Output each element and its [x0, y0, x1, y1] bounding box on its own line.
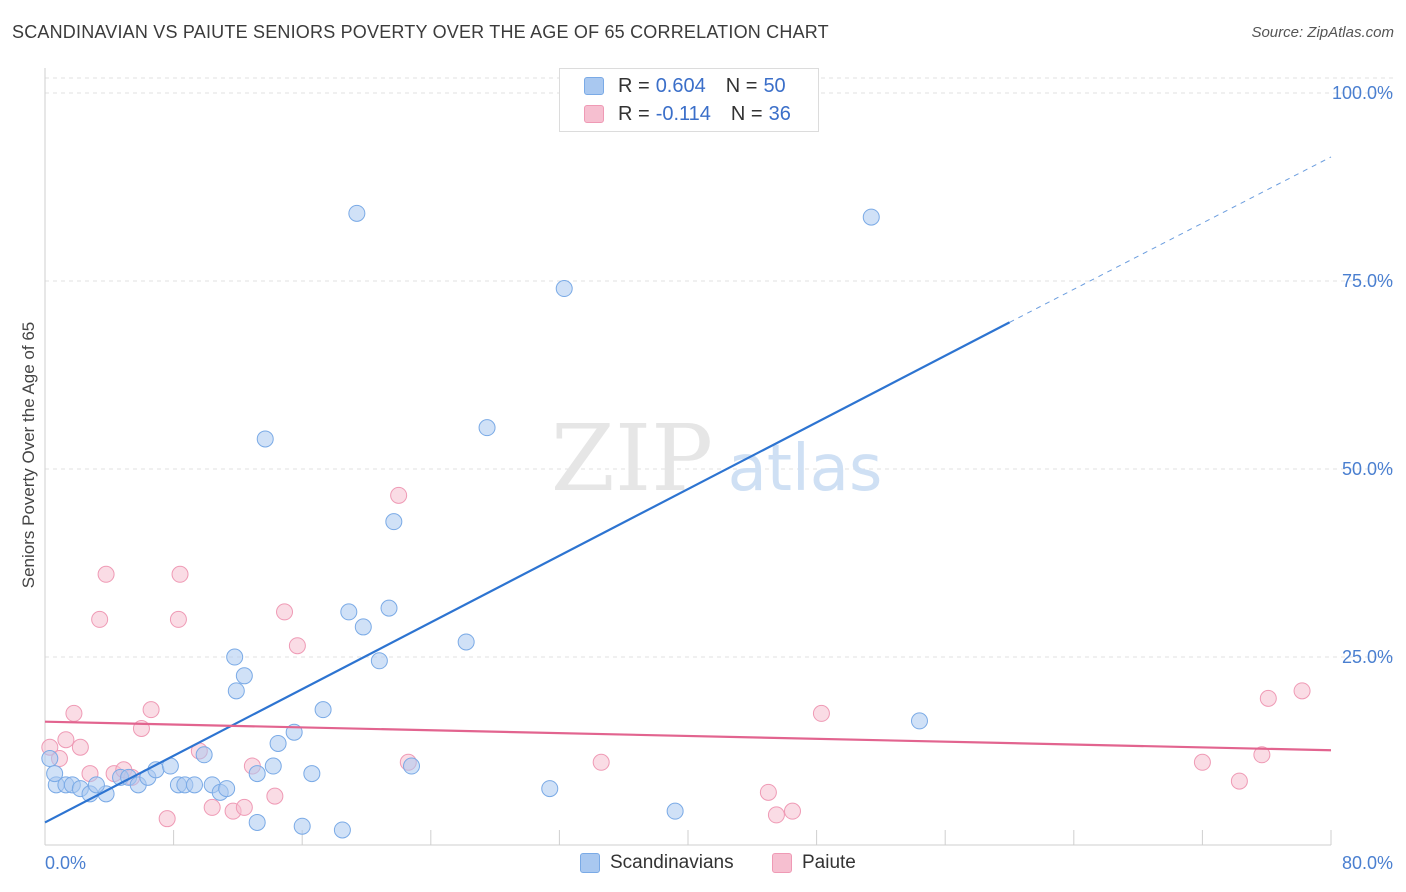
legend-label-scandinavians: Scandinavians	[610, 852, 734, 873]
scandinavian-point	[269, 734, 287, 752]
y-tick-label: 50.0%	[1342, 459, 1393, 479]
r-value: 0.604	[655, 74, 706, 97]
n-label: N =	[730, 102, 763, 125]
paiute-point	[57, 731, 75, 749]
blue-legend-swatch-icon	[580, 853, 600, 873]
r-value: -0.114	[655, 102, 711, 125]
paiute-point	[142, 701, 160, 719]
paiute-trendline	[44, 720, 1332, 752]
legend-label-paiute: Paiute	[802, 852, 856, 873]
scandinavian-point	[46, 765, 64, 783]
paiute-point	[97, 565, 115, 583]
watermark: ZIP atlas	[551, 405, 882, 512]
scandinavian-point	[385, 513, 403, 531]
scandinavian-point	[555, 280, 573, 298]
y-tick-label: 100.0%	[1332, 83, 1393, 103]
scandinavian-point	[256, 430, 274, 448]
scandinavian-point	[370, 652, 388, 670]
y-tick-labels: 25.0% 50.0% 75.0% 100.0%	[1332, 83, 1393, 667]
paiute-point	[1259, 689, 1277, 707]
r-label: R =	[618, 74, 650, 97]
n-label: N =	[725, 74, 758, 97]
paiute-point	[1193, 753, 1211, 771]
trendlines	[44, 156, 1332, 824]
paiute-point	[767, 806, 785, 824]
scandinavian-point	[227, 682, 245, 700]
scandinavian-point	[248, 765, 266, 783]
paiute-point	[171, 565, 189, 583]
blue-swatch-icon	[584, 77, 604, 95]
n-value: 36	[768, 102, 791, 125]
paiute-point	[91, 610, 109, 628]
paiute-point	[592, 753, 610, 771]
scandinavian-point	[380, 599, 398, 617]
paiute-point	[235, 798, 253, 816]
scandinavian-point	[862, 208, 880, 226]
scandinavian-point	[333, 821, 351, 839]
scandinavian-point	[218, 780, 236, 798]
x-tick-min: 0.0%	[45, 853, 86, 873]
paiute-point	[1230, 772, 1248, 790]
r-label: R =	[618, 102, 650, 125]
scandinavian-point	[314, 701, 332, 719]
paiute-point	[158, 810, 176, 828]
y-tick-label: 75.0%	[1342, 271, 1393, 291]
scandinavian-point	[666, 802, 684, 820]
legend-item-paiute[interactable]: Paiute	[772, 852, 856, 874]
stats-box: R = 0.604 N = 50 R = -0.114 N = 36	[559, 68, 819, 132]
x-tick-max: 80.0%	[1342, 853, 1393, 873]
pink-legend-swatch-icon	[772, 853, 792, 873]
scandinavian-point	[478, 419, 496, 437]
paiute-point	[288, 637, 306, 655]
scandinavian-point	[264, 757, 282, 775]
scandinavian-point	[195, 746, 213, 764]
scandinavian-point	[226, 648, 244, 666]
paiute-point	[759, 783, 777, 801]
paiute-point	[812, 704, 830, 722]
scandinavian-trendline-extension	[1009, 156, 1332, 323]
chart-title: SCANDINAVIAN VS PAIUTE SENIORS POVERTY O…	[12, 22, 829, 42]
stats-row-scandinavians: R = 0.604 N = 50	[560, 72, 786, 100]
paiute-point	[169, 610, 187, 628]
paiute-point	[1253, 746, 1271, 764]
watermark-atlas: atlas	[728, 432, 883, 506]
scandinavian-trendline	[44, 321, 1011, 824]
scandinavian-point	[348, 204, 366, 222]
paiute-point	[783, 802, 801, 820]
scandinavian-point	[248, 813, 266, 831]
scandinavian-point	[87, 776, 105, 794]
scandinavian-point	[340, 603, 358, 621]
n-value: 50	[763, 74, 786, 97]
scandinavian-point	[457, 633, 475, 651]
paiute-point	[276, 603, 294, 621]
scandinavian-point	[41, 750, 59, 768]
scandinavian-point	[293, 817, 311, 835]
scandinavian-point	[235, 667, 253, 685]
scandinavian-points	[41, 84, 928, 839]
paiute-point	[266, 787, 284, 805]
paiute-point	[1293, 682, 1311, 700]
scandinavian-point	[541, 780, 559, 798]
legend-item-scandinavians[interactable]: Scandinavians	[580, 852, 734, 874]
scandinavian-point	[354, 618, 372, 636]
paiute-point	[203, 798, 221, 816]
gridlines	[45, 77, 1393, 658]
scandinavian-point	[185, 776, 203, 794]
watermark-zip: ZIP	[551, 405, 713, 512]
pink-swatch-icon	[584, 105, 604, 123]
paiute-point	[71, 738, 89, 756]
scandinavian-point	[910, 712, 928, 730]
paiute-point	[65, 704, 83, 722]
y-tick-label: 25.0%	[1342, 647, 1393, 667]
scandinavian-point	[403, 757, 421, 775]
source-label: Source: ZipAtlas.com	[1251, 24, 1394, 41]
paiute-point	[390, 486, 408, 504]
scandinavian-point	[303, 765, 321, 783]
stats-row-paiute: R = -0.114 N = 36	[560, 100, 791, 128]
